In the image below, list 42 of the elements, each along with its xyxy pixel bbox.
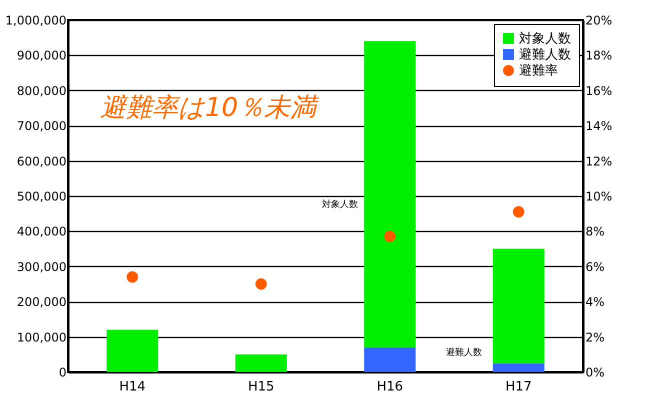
y2-tick-label: 18% xyxy=(586,48,612,63)
y-tick-label: 700,000 xyxy=(16,119,66,134)
bar xyxy=(492,363,544,372)
bar xyxy=(106,330,158,372)
y-tick-label: 800,000 xyxy=(16,84,66,98)
bar xyxy=(364,41,416,348)
y2-tick-label: 10% xyxy=(586,190,612,204)
annotation: 対象人数 xyxy=(322,199,358,210)
y-tick-label: 900,000 xyxy=(16,48,66,63)
y2-tick-label: 20% xyxy=(586,14,612,28)
bar xyxy=(235,354,287,372)
y2-tick-label: 14% xyxy=(586,119,612,134)
annotation: 避難人数 xyxy=(446,347,482,358)
y-tick-label: 200,000 xyxy=(16,295,66,310)
annotation: 避難率は10％未満 xyxy=(100,93,320,123)
x-tick-label: H14 xyxy=(119,380,146,394)
legend-label: 対象人数 xyxy=(519,30,571,46)
y2-tick-label: 6% xyxy=(586,260,605,274)
point xyxy=(126,271,138,283)
bar xyxy=(364,347,416,372)
bar xyxy=(492,248,544,364)
y2-tick-label: 16% xyxy=(586,84,612,98)
y-tick-label: 600,000 xyxy=(16,154,66,168)
y-tick-label: 0 xyxy=(58,366,66,380)
y2-tick-label: 12% xyxy=(586,154,612,168)
y-tick-label: 100,000 xyxy=(16,330,66,344)
y-tick-label: 300,000 xyxy=(16,260,66,274)
x-tick-label: H16 xyxy=(376,380,404,394)
y-tick-label: 1,000,000 xyxy=(5,14,66,28)
point xyxy=(384,230,396,242)
y2-tick-label: 4% xyxy=(586,295,605,310)
y2-tick-label: 8% xyxy=(586,224,605,239)
legend-label: 避難人数 xyxy=(519,48,571,62)
y-tick-label: 400,000 xyxy=(16,224,66,239)
legend-label: 避難率 xyxy=(519,62,558,78)
point xyxy=(255,278,267,290)
x-tick-label: H17 xyxy=(505,380,532,394)
y-tick-label: 500,000 xyxy=(16,190,66,204)
x-tick-label: H15 xyxy=(248,380,274,394)
point xyxy=(512,206,524,218)
y2-tick-label: 0% xyxy=(586,366,605,380)
y2-tick-label: 2% xyxy=(586,330,605,344)
